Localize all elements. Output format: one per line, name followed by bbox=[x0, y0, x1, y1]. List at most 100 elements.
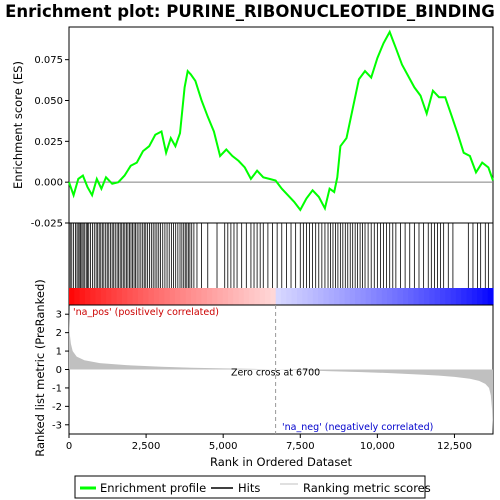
colorbar-segment bbox=[222, 288, 229, 305]
colorbar-segment bbox=[349, 288, 356, 305]
positive-correlation-label: 'na_pos' (positively correlated) bbox=[73, 307, 219, 318]
legend-box bbox=[74, 475, 426, 499]
colorbar-segment bbox=[196, 288, 203, 305]
es-y-tick-label: 0.025 bbox=[34, 137, 63, 148]
ranking-metric-area bbox=[69, 308, 493, 433]
metric-y-tick-label: -2 bbox=[52, 402, 62, 413]
metric-y-ticks: -3 -2 -1 0 1 2 3 bbox=[52, 310, 69, 431]
x-tick-label: 2,500 bbox=[132, 441, 161, 452]
x-tick-label: 7,500 bbox=[286, 441, 315, 452]
es-y-tick-label: 0.000 bbox=[34, 178, 63, 189]
colorbar-segment bbox=[137, 288, 144, 305]
colorbar-segment bbox=[376, 288, 383, 305]
colorbar-segment bbox=[95, 288, 102, 305]
colorbar-segment bbox=[471, 288, 478, 305]
colorbar-segment bbox=[440, 288, 446, 305]
hit-marks bbox=[69, 223, 489, 288]
chart-title: Enrichment plot: PURINE_RIBONUCLEOTIDE_B… bbox=[5, 2, 495, 21]
colorbar-segment bbox=[328, 288, 335, 305]
colorbar-segment bbox=[243, 288, 250, 305]
colorbar-segment bbox=[74, 288, 81, 305]
colorbar-segment bbox=[371, 288, 377, 305]
colorbar-segment bbox=[159, 288, 165, 305]
colorbar-segment bbox=[487, 288, 494, 305]
colorbar-segment bbox=[339, 288, 346, 305]
colorbar-segment bbox=[291, 288, 298, 305]
colorbar-segment bbox=[259, 288, 266, 305]
colorbar-segment bbox=[365, 288, 372, 305]
colorbar-segment bbox=[355, 288, 362, 305]
colorbar-segment bbox=[344, 288, 351, 305]
x-tick-label: 0 bbox=[66, 441, 72, 452]
x-tick-label: 12,500 bbox=[437, 441, 472, 452]
colorbar-segment bbox=[318, 288, 324, 305]
legend-label-enrichment-profile: Enrichment profile bbox=[100, 481, 206, 495]
metric-x-ticks: 0 2,500 5,000 7,500 10,000 12,500 bbox=[66, 434, 472, 452]
metric-y-tick-label: -3 bbox=[52, 420, 62, 431]
colorbar-segment bbox=[466, 288, 473, 305]
colorbar-segment bbox=[79, 288, 86, 305]
colorbar-segment bbox=[461, 288, 468, 305]
rank-colorbar bbox=[69, 288, 494, 305]
zero-cross-label: Zero cross at 6700 bbox=[231, 368, 320, 379]
colorbar-segment bbox=[413, 288, 420, 305]
legend-label-hits: Hits bbox=[238, 481, 260, 495]
colorbar-segment bbox=[100, 288, 107, 305]
colorbar-segment bbox=[281, 288, 287, 305]
colorbar-segment bbox=[116, 288, 123, 305]
negative-correlation-label: 'na_neg' (negatively correlated) bbox=[282, 422, 433, 433]
colorbar-segment bbox=[455, 288, 462, 305]
metric-y-tick-label: 3 bbox=[56, 310, 62, 321]
colorbar-segment bbox=[212, 288, 218, 305]
colorbar-segment bbox=[90, 288, 97, 305]
colorbar-segment bbox=[169, 288, 176, 305]
x-axis-label: Rank in Ordered Dataset bbox=[210, 455, 353, 469]
es-y-tick-label: 0.050 bbox=[34, 96, 63, 107]
colorbar-segment bbox=[424, 288, 430, 305]
colorbar-segment bbox=[249, 288, 256, 305]
colorbar-segment bbox=[397, 288, 404, 305]
colorbar-segment bbox=[233, 288, 240, 305]
metric-y-tick-label: 0 bbox=[56, 365, 62, 376]
colorbar-segment bbox=[482, 288, 489, 305]
colorbar-segment bbox=[312, 288, 319, 305]
x-tick-label: 10,000 bbox=[360, 441, 395, 452]
colorbar-segment bbox=[302, 288, 309, 305]
colorbar-segment bbox=[477, 288, 483, 305]
colorbar-segment bbox=[153, 288, 160, 305]
colorbar-segment bbox=[392, 288, 399, 305]
colorbar-segment bbox=[434, 288, 441, 305]
es-y-tick-label: -0.025 bbox=[31, 219, 63, 230]
enrichment-profile-line bbox=[68, 29, 494, 212]
colorbar-segment bbox=[429, 288, 436, 305]
colorbar-segment bbox=[132, 288, 139, 305]
colorbar-segment bbox=[228, 288, 234, 305]
es-plot-area bbox=[68, 26, 494, 224]
colorbar-segment bbox=[254, 288, 261, 305]
colorbar-segment bbox=[185, 288, 192, 305]
es-y-ticks: -0.025 0.000 0.025 0.050 0.075 bbox=[31, 55, 69, 230]
es-panel: -0.025 0.000 0.025 0.050 0.075 Enrichment sc… bbox=[11, 26, 494, 230]
colorbar-segment bbox=[265, 288, 271, 305]
colorbar-segment bbox=[323, 288, 330, 305]
colorbar-segment bbox=[381, 288, 388, 305]
colorbar-segment bbox=[296, 288, 303, 305]
colorbar-segment bbox=[450, 288, 457, 305]
metric-y-tick-label: 2 bbox=[56, 328, 62, 339]
colorbar-segment bbox=[190, 288, 197, 305]
colorbar-segment bbox=[387, 288, 393, 305]
colorbar-segment bbox=[206, 288, 213, 305]
colorbar-segment bbox=[111, 288, 118, 305]
es-y-axis-label: Enrichment score (ES) bbox=[11, 61, 25, 189]
hits-panel bbox=[68, 222, 494, 306]
colorbar-segment bbox=[238, 288, 245, 305]
colorbar-segment bbox=[275, 288, 282, 305]
metric-y-tick-label: -1 bbox=[52, 383, 62, 394]
metric-y-axis-label: Ranked list metric (PreRanked) bbox=[33, 279, 47, 457]
colorbar-segment bbox=[408, 288, 415, 305]
legend: Enrichment profile Hits Ranking metric s… bbox=[74, 475, 431, 499]
colorbar-segment bbox=[270, 288, 277, 305]
colorbar-segment bbox=[69, 288, 75, 305]
x-tick-label: 5,000 bbox=[209, 441, 238, 452]
